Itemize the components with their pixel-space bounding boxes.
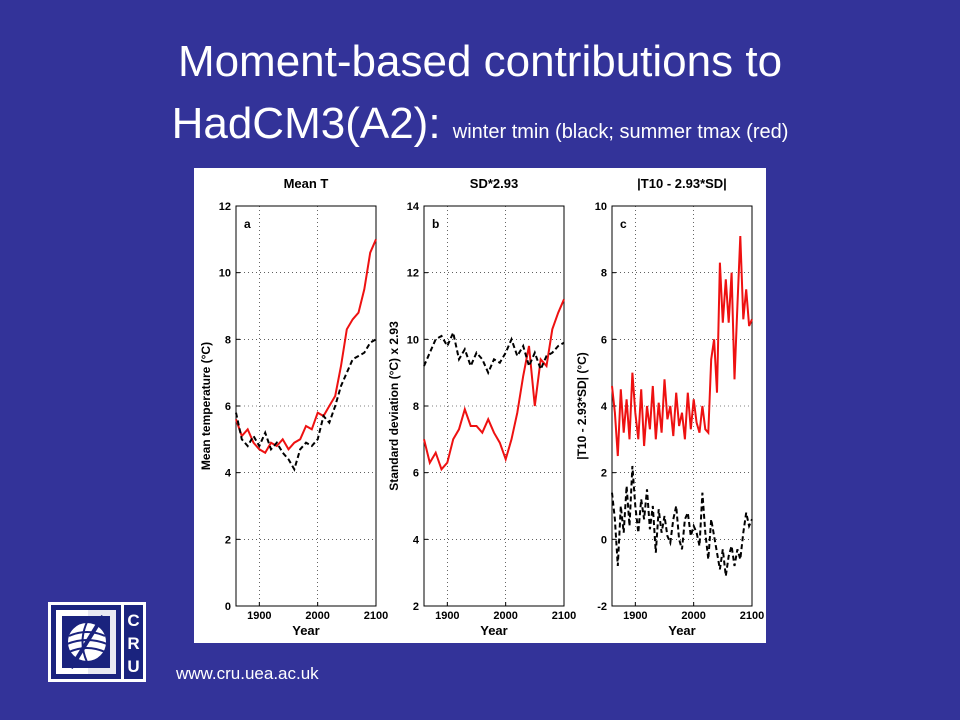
x-tick-label: 2000 (305, 610, 329, 622)
y-tick-label: 2 (601, 468, 607, 480)
cru-logo: C R U (48, 602, 146, 682)
x-axis-label: Year (480, 623, 507, 638)
title-main: HadCM3(A2): (171, 99, 453, 148)
y-tick-label: -2 (597, 601, 607, 613)
y-tick-label: 10 (407, 334, 419, 346)
y-tick-label: 14 (407, 201, 420, 213)
x-tick-label: 2000 (493, 610, 517, 622)
y-axis-label: Mean temperature (°C) (199, 342, 213, 470)
panel-title: |T10 - 2.93*SD| (637, 176, 727, 191)
slide-title-line2: HadCM3(A2): winter tmin (black; summer t… (0, 98, 960, 158)
y-tick-label: 0 (601, 534, 607, 546)
x-tick-label: 1900 (623, 610, 647, 622)
series-line-black (423, 329, 565, 376)
y-tick-label: 6 (413, 468, 419, 480)
y-tick-label: 4 (413, 534, 420, 546)
y-tick-label: 0 (225, 601, 231, 613)
figure-panel: 0 2 4 6 8 10 12 1900 2000 2100 Year Mean T Mean temp… (194, 168, 766, 643)
y-tick-label: 4 (601, 401, 608, 413)
series-line-black (611, 465, 753, 577)
y-axis-label: |T10 - 2.93*SD| (°C) (575, 352, 589, 460)
x-tick-label: 2000 (681, 610, 705, 622)
y-tick-label: 2 (225, 534, 231, 546)
x-tick-label: 2100 (364, 610, 388, 622)
series-line-red (611, 235, 753, 457)
x-tick-label: 1900 (435, 610, 459, 622)
x-axis-label: Year (292, 623, 319, 638)
title-subtitle: winter tmin (black; summer tmax (red) (452, 121, 789, 143)
x-tick-label: 2100 (740, 610, 764, 622)
svg-text:U: U (127, 657, 139, 676)
x-tick-label: 1900 (247, 610, 271, 622)
y-axis-label: Standard deviation (°C) x 2.93 (387, 321, 401, 491)
y-tick-label: 4 (225, 468, 232, 480)
website-url[interactable]: www.cru.uea.ac.uk (176, 664, 319, 683)
y-tick-label: 6 (601, 334, 607, 346)
y-tick-label: 10 (595, 201, 607, 213)
x-tick-label: 2100 (552, 610, 576, 622)
series-line-red (235, 238, 377, 455)
y-tick-label: 8 (225, 334, 231, 346)
y-tick-label: 2 (413, 601, 419, 613)
slide-title-line1: Moment-based contributions to (177, 37, 783, 86)
panel-letter: c (620, 217, 627, 231)
panel-title: Mean T (284, 176, 329, 191)
x-axis-label: Year (668, 623, 695, 638)
svg-text:C: C (127, 611, 139, 630)
y-tick-label: 8 (413, 401, 419, 413)
panel-title: SD*2.93 (470, 176, 518, 191)
y-tick-label: 12 (407, 268, 419, 280)
svg-text:R: R (127, 634, 139, 653)
y-tick-label: 6 (225, 401, 231, 413)
y-tick-label: 8 (601, 268, 607, 280)
panel-letter: b (432, 217, 439, 231)
y-tick-label: 12 (219, 201, 231, 213)
series-line-black (235, 338, 377, 472)
panel-letter: a (244, 217, 251, 231)
series-line-red (423, 298, 565, 472)
y-tick-label: 10 (219, 268, 231, 280)
